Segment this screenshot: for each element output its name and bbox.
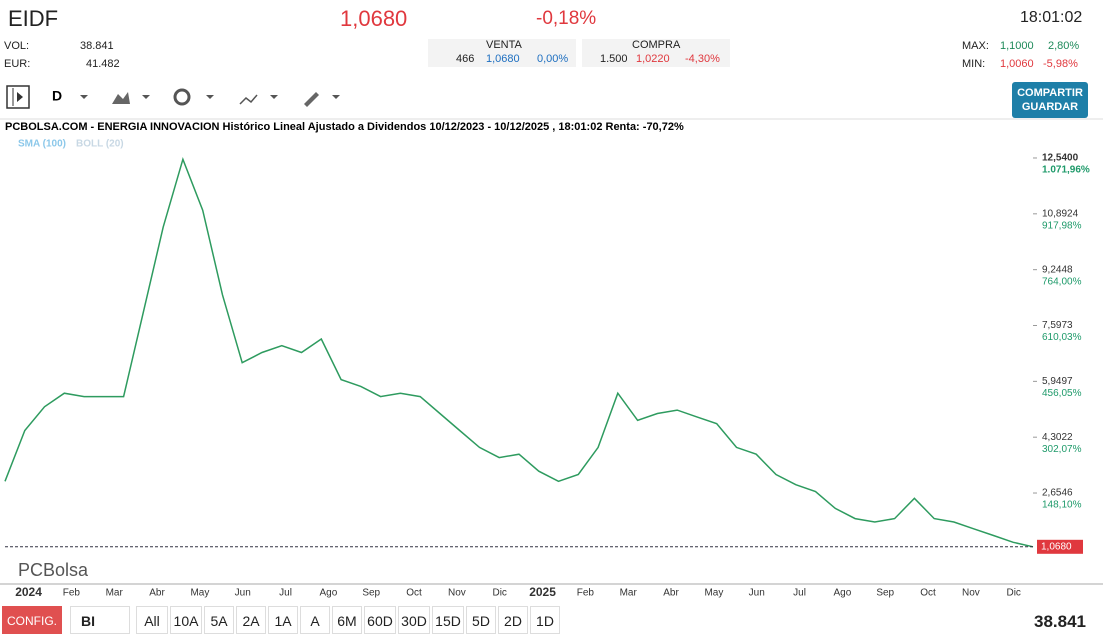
x-tick-label: Ago bbox=[833, 588, 851, 599]
max-price: 1,1000 bbox=[1000, 40, 1034, 52]
symbol: EIDF bbox=[8, 6, 59, 31]
y-tick-pct: 456,05% bbox=[1042, 388, 1082, 399]
range-button[interactable]: 60D bbox=[364, 606, 396, 634]
eur: 41.482 bbox=[86, 58, 120, 70]
venta-qty: 466 bbox=[456, 53, 475, 65]
y-tick-label: 9,2448 bbox=[1042, 264, 1073, 275]
range-button[interactable]: 5D bbox=[466, 606, 496, 634]
toolbar-icons: D bbox=[6, 85, 340, 109]
x-tick-label: Feb bbox=[577, 588, 595, 599]
min-price: 1,0060 bbox=[1000, 58, 1034, 70]
y-tick-pct: 917,98% bbox=[1042, 220, 1082, 231]
x-tick-label: May bbox=[704, 588, 723, 599]
config-button[interactable]: CONFIG. bbox=[2, 606, 62, 634]
x-tick-label: Dic bbox=[1006, 588, 1020, 599]
panel-toggle[interactable] bbox=[6, 85, 30, 109]
price-line bbox=[4, 156, 1034, 548]
settings[interactable] bbox=[173, 88, 191, 106]
y-tick-pct: 148,10% bbox=[1042, 500, 1082, 511]
y-tick-label: 12,5400 bbox=[1042, 153, 1079, 164]
price: 1,0680 bbox=[340, 6, 408, 31]
range-button[interactable]: 1D bbox=[530, 606, 560, 634]
min-pct: -5,98% bbox=[1043, 58, 1078, 70]
max-label: MAX: bbox=[962, 40, 989, 52]
y-tick-pct: 302,07% bbox=[1042, 444, 1082, 455]
chart: PCBOLSA.COM - ENERGIA INNOVACION Históri… bbox=[0, 118, 1103, 599]
indicators[interactable] bbox=[239, 94, 258, 105]
range-button[interactable]: All bbox=[136, 606, 168, 634]
x-tick-label: May bbox=[190, 588, 209, 599]
x-tick-label: Ago bbox=[319, 588, 337, 599]
range-button[interactable]: 2D bbox=[498, 606, 528, 634]
x-tick-label: Nov bbox=[962, 588, 980, 599]
range-button[interactable]: 5A bbox=[204, 606, 234, 634]
x-tick-label: Mar bbox=[106, 588, 124, 599]
range-button[interactable]: 10A bbox=[170, 606, 202, 634]
compra-box bbox=[582, 39, 730, 67]
x-tick-label: Abr bbox=[149, 588, 165, 599]
compra-pct: -4,30% bbox=[685, 53, 720, 65]
compra-label: COMPRA bbox=[632, 39, 681, 51]
venta-label: VENTA bbox=[486, 39, 522, 51]
range-button[interactable]: 2A bbox=[236, 606, 266, 634]
save[interactable]: GUARDAR bbox=[1021, 101, 1079, 113]
x-tick-label: Abr bbox=[663, 588, 679, 599]
legend-entry: BOLL (20) bbox=[76, 139, 124, 150]
x-tick-label: Sep bbox=[362, 588, 380, 599]
max-pct: 2,80% bbox=[1048, 40, 1080, 52]
chart-type[interactable] bbox=[112, 92, 130, 104]
last-price-box bbox=[1037, 539, 1083, 554]
venta-pct: 0,00% bbox=[537, 53, 569, 65]
range-button[interactable]: 6M bbox=[332, 606, 362, 634]
compra-price: 1,0220 bbox=[636, 53, 670, 65]
compra-qty: 1.500 bbox=[600, 53, 628, 65]
x-tick-label: Oct bbox=[920, 588, 936, 599]
x-tick-label: Jul bbox=[793, 588, 806, 599]
time: 18:01:02 bbox=[1020, 9, 1083, 26]
x-tick-label: Jul bbox=[279, 588, 292, 599]
vol-label: VOL: bbox=[4, 40, 30, 52]
x-tick-label: 2024 bbox=[15, 585, 42, 599]
period[interactable]: D bbox=[52, 88, 62, 104]
x-tick-label: Sep bbox=[876, 588, 894, 599]
y-tick-pct: 610,03% bbox=[1042, 332, 1082, 343]
x-tick-label: Dic bbox=[492, 588, 506, 599]
last-price-label: 1,0680 bbox=[1041, 541, 1072, 552]
range-button[interactable]: 30D bbox=[398, 606, 430, 634]
range-button[interactable]: 1A bbox=[268, 606, 298, 634]
eur-label: EUR: bbox=[4, 58, 31, 70]
x-tick-label: Jun bbox=[235, 588, 251, 599]
range-button[interactable]: 15D bbox=[432, 606, 464, 634]
y-tick-label: 4,3022 bbox=[1042, 432, 1073, 443]
share[interactable]: COMPARTIR bbox=[1017, 87, 1083, 99]
x-tick-label: Oct bbox=[406, 588, 422, 599]
change: -0,18% bbox=[536, 8, 597, 29]
x-tick-label: Nov bbox=[448, 588, 466, 599]
logo: PCBolsa bbox=[18, 560, 89, 580]
min-label: MIN: bbox=[962, 58, 986, 70]
legend-entry: SMA (100) bbox=[18, 139, 66, 150]
y-tick-pct: 764,00% bbox=[1042, 276, 1082, 287]
venta-box bbox=[428, 39, 576, 67]
y-tick-label: 5,9497 bbox=[1042, 376, 1073, 387]
chart-title: PCBOLSA.COM - ENERGIA INNOVACION Históri… bbox=[5, 121, 684, 133]
x-tick-label: Feb bbox=[63, 588, 81, 599]
x-tick-label: 2025 bbox=[529, 585, 556, 599]
mode-select[interactable]: BI bbox=[70, 606, 130, 634]
share-button[interactable]: COMPARTIR GUARDAR bbox=[1012, 82, 1088, 118]
y-tick-label: 2,6546 bbox=[1042, 488, 1073, 499]
bottom-volume: 38.841 bbox=[1034, 612, 1086, 631]
x-tick-label: Jun bbox=[749, 588, 765, 599]
draw[interactable] bbox=[304, 92, 319, 107]
x-tick-label: Mar bbox=[620, 588, 638, 599]
vol: 38.841 bbox=[80, 40, 114, 52]
range-button[interactable]: A bbox=[300, 606, 330, 634]
y-tick-pct: 1.071,96% bbox=[1042, 165, 1090, 176]
y-tick-label: 10,8924 bbox=[1042, 208, 1079, 219]
venta-price: 1,0680 bbox=[486, 53, 520, 65]
y-tick-label: 7,5973 bbox=[1042, 320, 1073, 331]
